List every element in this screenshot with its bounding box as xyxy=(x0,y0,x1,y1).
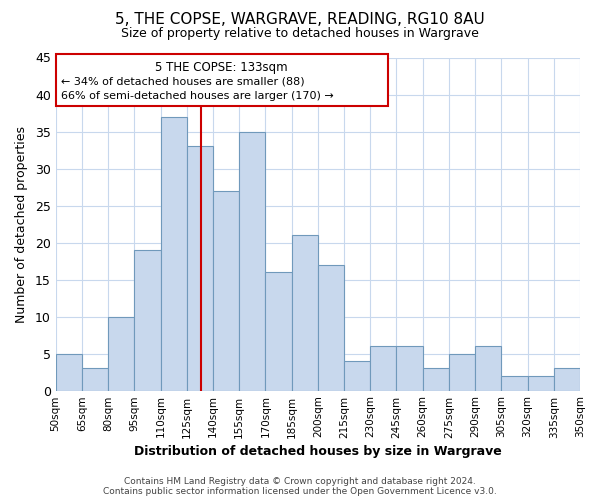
Bar xyxy=(292,235,318,390)
X-axis label: Distribution of detached houses by size in Wargrave: Distribution of detached houses by size … xyxy=(134,444,502,458)
Bar xyxy=(449,354,475,391)
Bar xyxy=(370,346,397,391)
FancyBboxPatch shape xyxy=(56,54,388,106)
Bar xyxy=(108,316,134,390)
Bar xyxy=(161,116,187,390)
Text: 5 THE COPSE: 133sqm: 5 THE COPSE: 133sqm xyxy=(155,61,288,74)
Text: Contains public sector information licensed under the Open Government Licence v3: Contains public sector information licen… xyxy=(103,487,497,496)
Bar xyxy=(554,368,580,390)
Bar xyxy=(187,146,213,390)
Text: ← 34% of detached houses are smaller (88): ← 34% of detached houses are smaller (88… xyxy=(61,76,305,86)
Bar xyxy=(423,368,449,390)
Bar xyxy=(397,346,423,391)
Bar xyxy=(239,132,265,390)
Text: 66% of semi-detached houses are larger (170) →: 66% of semi-detached houses are larger (… xyxy=(61,91,334,101)
Text: 5, THE COPSE, WARGRAVE, READING, RG10 8AU: 5, THE COPSE, WARGRAVE, READING, RG10 8A… xyxy=(115,12,485,28)
Bar xyxy=(527,376,554,390)
Bar xyxy=(502,376,527,390)
Text: Contains HM Land Registry data © Crown copyright and database right 2024.: Contains HM Land Registry data © Crown c… xyxy=(124,477,476,486)
Bar xyxy=(213,190,239,390)
Bar xyxy=(344,361,370,390)
Bar xyxy=(134,250,161,390)
Bar xyxy=(82,368,108,390)
Bar xyxy=(475,346,502,391)
Bar xyxy=(56,354,82,391)
Bar xyxy=(318,264,344,390)
Y-axis label: Number of detached properties: Number of detached properties xyxy=(15,126,28,322)
Bar xyxy=(265,272,292,390)
Text: Size of property relative to detached houses in Wargrave: Size of property relative to detached ho… xyxy=(121,28,479,40)
